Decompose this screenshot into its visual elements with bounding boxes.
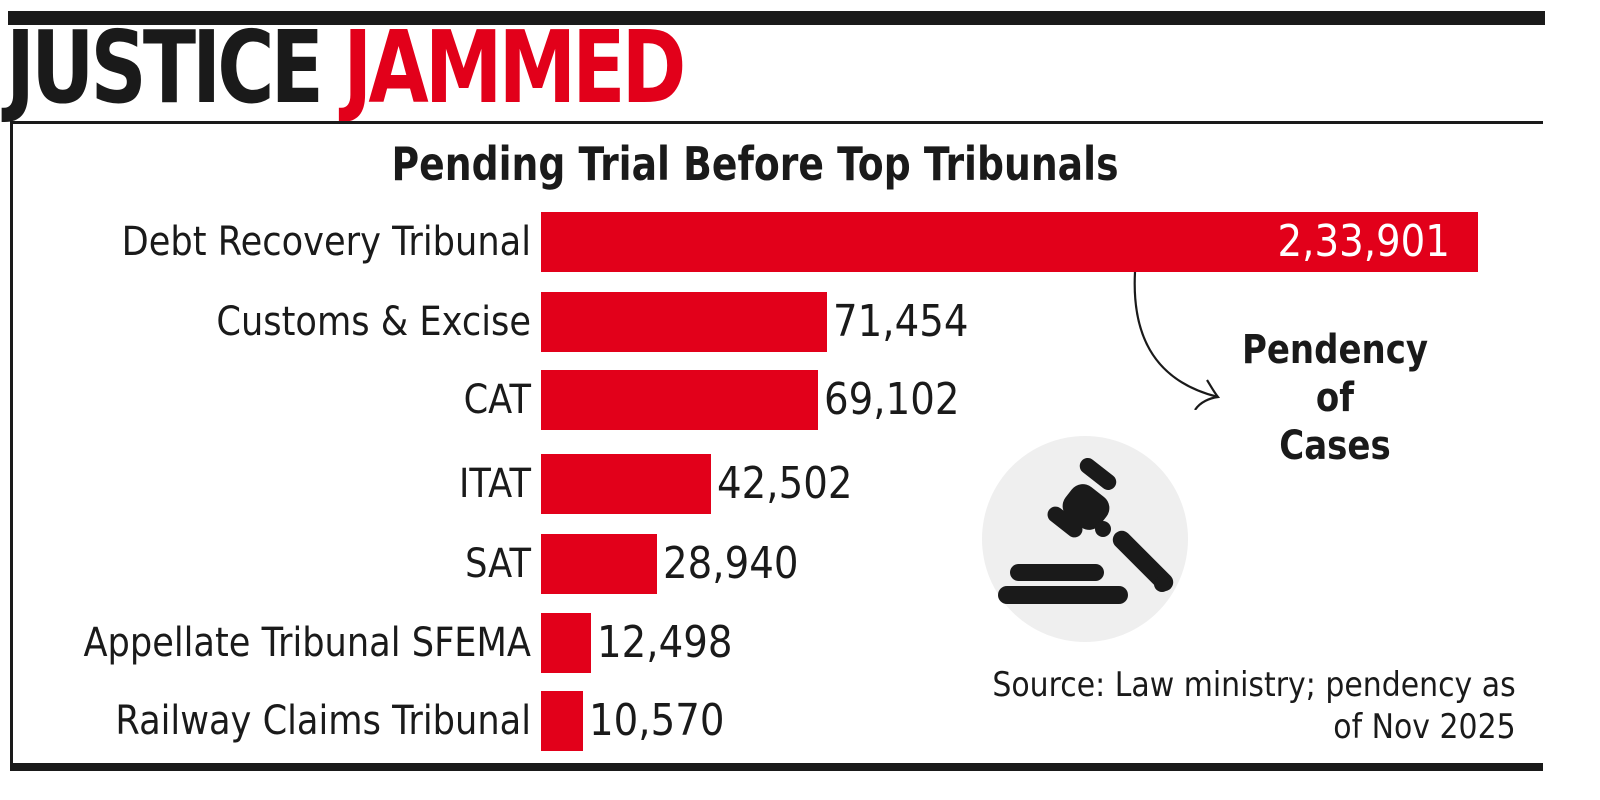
bar-row: ITAT 42,502 — [0, 454, 1600, 514]
bar — [541, 370, 818, 430]
bar-label: Customs & Excise — [216, 299, 531, 345]
bar — [541, 691, 583, 751]
source-note: Source: Law ministry; pendency as of Nov… — [993, 664, 1516, 748]
bar-label: Appellate Tribunal SFEMA — [83, 620, 531, 666]
bar-label: CAT — [463, 377, 531, 423]
bar-row: Customs & Excise 71,454 — [0, 292, 1600, 352]
bar — [541, 613, 591, 673]
headline: JUSTICE JAMMED — [6, 18, 686, 118]
bar-label: SAT — [465, 541, 531, 587]
callout-line-2: Cases — [1279, 423, 1391, 469]
bar-value: 12,498 — [597, 617, 733, 668]
headline-word-2: JAMMED — [343, 9, 686, 126]
bar-row: CAT 69,102 — [0, 370, 1600, 430]
curved-arrow-icon — [1133, 271, 1221, 410]
gavel-icon-badge — [982, 436, 1188, 642]
bar-value: 10,570 — [589, 695, 725, 746]
bar-value: 71,454 — [833, 296, 969, 347]
bar-row: Appellate Tribunal SFEMA 12,498 — [0, 613, 1600, 673]
bar-row: SAT 28,940 — [0, 534, 1600, 594]
bar-label: Debt Recovery Tribunal — [121, 219, 532, 265]
bar — [541, 534, 657, 594]
source-line-1: Source: Law ministry; pendency as — [992, 665, 1516, 705]
bar-value: 28,940 — [663, 538, 799, 589]
bar-value: 69,102 — [824, 374, 960, 425]
bar-row: Railway Claims Tribunal 10,570 — [0, 691, 1600, 751]
source-line-2: of Nov 2025 — [1333, 707, 1516, 747]
bar-row: Debt Recovery Tribunal 2,33,901 — [0, 212, 1600, 272]
bar-value: 42,502 — [717, 458, 853, 509]
bar-value: 2,33,901 — [1277, 216, 1450, 267]
bar — [541, 292, 827, 352]
bar-label: Railway Claims Tribunal — [115, 698, 531, 744]
chart-frame — [10, 121, 1543, 771]
top-rule — [8, 11, 1545, 25]
chart-title: Pending Trial Before Top Tribunals — [391, 137, 1119, 191]
bar — [541, 212, 1478, 272]
pendency-callout: Pendency of Cases — [1220, 326, 1450, 470]
gavel-icon — [998, 457, 1174, 604]
bar-label: ITAT — [458, 461, 531, 507]
callout-line-1: Pendency of — [1241, 327, 1429, 421]
bar — [541, 454, 711, 514]
headline-word-1: JUSTICE — [6, 9, 324, 126]
